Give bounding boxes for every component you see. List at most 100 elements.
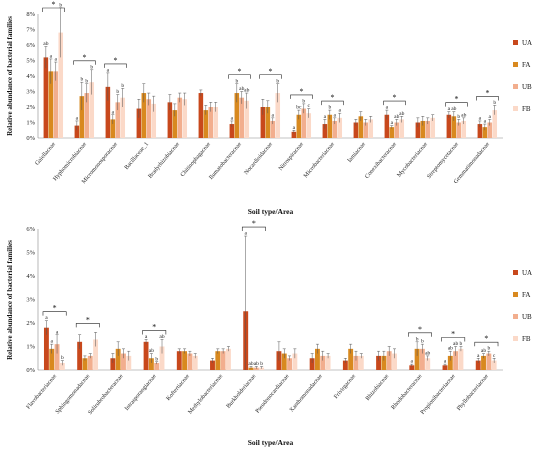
bar-fb bbox=[275, 93, 281, 138]
bar-fa bbox=[281, 353, 287, 370]
bar-fb bbox=[120, 97, 126, 138]
bar-fa bbox=[414, 348, 420, 370]
bar-fa bbox=[358, 116, 364, 138]
bar-ub bbox=[187, 353, 193, 370]
bar-fa bbox=[234, 93, 240, 138]
significance-bracket bbox=[445, 102, 468, 107]
significance-bracket bbox=[290, 94, 313, 99]
bar-fb bbox=[159, 346, 165, 370]
category-label: Bacillaceae_1 bbox=[124, 141, 150, 171]
bar-ua bbox=[409, 365, 415, 370]
category-label: Nitrospiraceae bbox=[278, 141, 305, 172]
bar-fb bbox=[244, 100, 250, 138]
bar-fa bbox=[172, 110, 178, 138]
bar-ua bbox=[105, 86, 111, 138]
y-axis-title: Relative abundance of bacterial families bbox=[6, 16, 14, 136]
significance-letter: ab bbox=[448, 346, 453, 352]
significance-star: * bbox=[455, 95, 459, 104]
category-label: Ilumatobacteraceae bbox=[208, 141, 243, 181]
bar-ub bbox=[320, 355, 326, 370]
significance-star: * bbox=[52, 0, 56, 9]
bar-fa bbox=[79, 96, 85, 138]
legend-label: UB bbox=[522, 313, 532, 321]
bar-fb bbox=[182, 99, 188, 138]
significance-letter: b bbox=[493, 100, 496, 106]
bar-fa bbox=[182, 351, 188, 370]
significance-star: * bbox=[238, 67, 242, 76]
bar-ub bbox=[154, 362, 160, 370]
legend-label: UA bbox=[522, 39, 532, 47]
category-label: Hyphomicrobiaceae bbox=[52, 141, 88, 182]
bar-ub bbox=[486, 353, 492, 370]
significance-star: * bbox=[393, 93, 397, 102]
bar-ub bbox=[425, 120, 431, 138]
bar-ua bbox=[167, 102, 173, 138]
y-tick-label: 2% bbox=[26, 104, 35, 111]
significance-letter: a bbox=[391, 120, 394, 126]
category-label: Rhodobacteraceae bbox=[391, 373, 424, 411]
y-tick-label: 6% bbox=[26, 42, 35, 49]
y-tick-label: 4% bbox=[26, 73, 35, 80]
bar-fb bbox=[151, 103, 157, 138]
significance-letter: ab bbox=[248, 361, 253, 367]
y-tick-label: 2% bbox=[26, 320, 35, 327]
legend-label: FA bbox=[522, 61, 530, 69]
significance-letter: a bbox=[411, 359, 414, 365]
bar-fa bbox=[82, 358, 88, 370]
legend-label: FB bbox=[522, 105, 531, 113]
bar-ua bbox=[210, 360, 215, 370]
bar-ub bbox=[239, 97, 245, 138]
bar-ub bbox=[419, 348, 425, 370]
significance-letter: a bbox=[51, 339, 54, 345]
category-label: Chitinophagaceae bbox=[180, 141, 212, 178]
significance-letter: b bbox=[276, 78, 279, 84]
legend-swatch-ua bbox=[513, 40, 518, 45]
category-label: Microbacteriaceae bbox=[303, 141, 336, 179]
bar-fb bbox=[430, 117, 436, 138]
category-label: Bradyrhizobiaceae bbox=[148, 141, 182, 180]
bar-ua bbox=[415, 122, 421, 138]
significance-letter: b bbox=[421, 339, 424, 345]
bar-fb bbox=[337, 117, 343, 138]
significance-star: * bbox=[114, 56, 118, 65]
significance-letter: b bbox=[416, 336, 419, 342]
bar-fb bbox=[58, 32, 64, 138]
category-label: Streptomycetaceae bbox=[426, 141, 460, 180]
category-label: Phyllobacteriaceae bbox=[456, 373, 490, 412]
significance-letter: ab bbox=[149, 348, 154, 354]
significance-letter: b bbox=[59, 2, 62, 8]
bar-ua bbox=[353, 122, 359, 138]
bar-ub bbox=[287, 358, 292, 370]
significance-letter: ab bbox=[159, 334, 164, 340]
y-tick-label: 1% bbox=[26, 344, 35, 351]
category-label: Propionibacteriaceae bbox=[420, 373, 457, 416]
bar-ub bbox=[53, 71, 59, 138]
bar-ub bbox=[115, 102, 121, 138]
bar-fa bbox=[327, 114, 333, 138]
bar-ub bbox=[453, 351, 459, 370]
bar-ua bbox=[342, 360, 348, 370]
significance-letter: b bbox=[61, 355, 64, 361]
bar-fa bbox=[447, 355, 453, 370]
significance-letter: a bbox=[231, 115, 234, 121]
bar-fb bbox=[392, 353, 397, 370]
bar-ub bbox=[208, 107, 214, 138]
significance-letter: ab bbox=[254, 361, 259, 367]
significance-bracket bbox=[142, 330, 167, 335]
significance-bracket bbox=[228, 74, 251, 79]
significance-star: * bbox=[484, 334, 488, 343]
significance-bracket bbox=[383, 100, 406, 106]
significance-bracket bbox=[321, 100, 344, 106]
bar-fb bbox=[368, 119, 374, 138]
significance-star: * bbox=[252, 219, 256, 228]
significance-letter: a bbox=[112, 109, 115, 115]
bar-ua bbox=[376, 355, 382, 370]
significance-letter: b bbox=[302, 98, 305, 104]
legend-swatch-fa bbox=[513, 62, 518, 67]
category-label: Xanthomonadaceae bbox=[289, 373, 324, 413]
bar-fa bbox=[48, 71, 54, 138]
significance-letter: a bbox=[484, 119, 487, 125]
bar-ua bbox=[74, 125, 80, 138]
significance-letter: a bbox=[324, 114, 327, 120]
category-label: Rhizobiaceae bbox=[365, 373, 391, 402]
